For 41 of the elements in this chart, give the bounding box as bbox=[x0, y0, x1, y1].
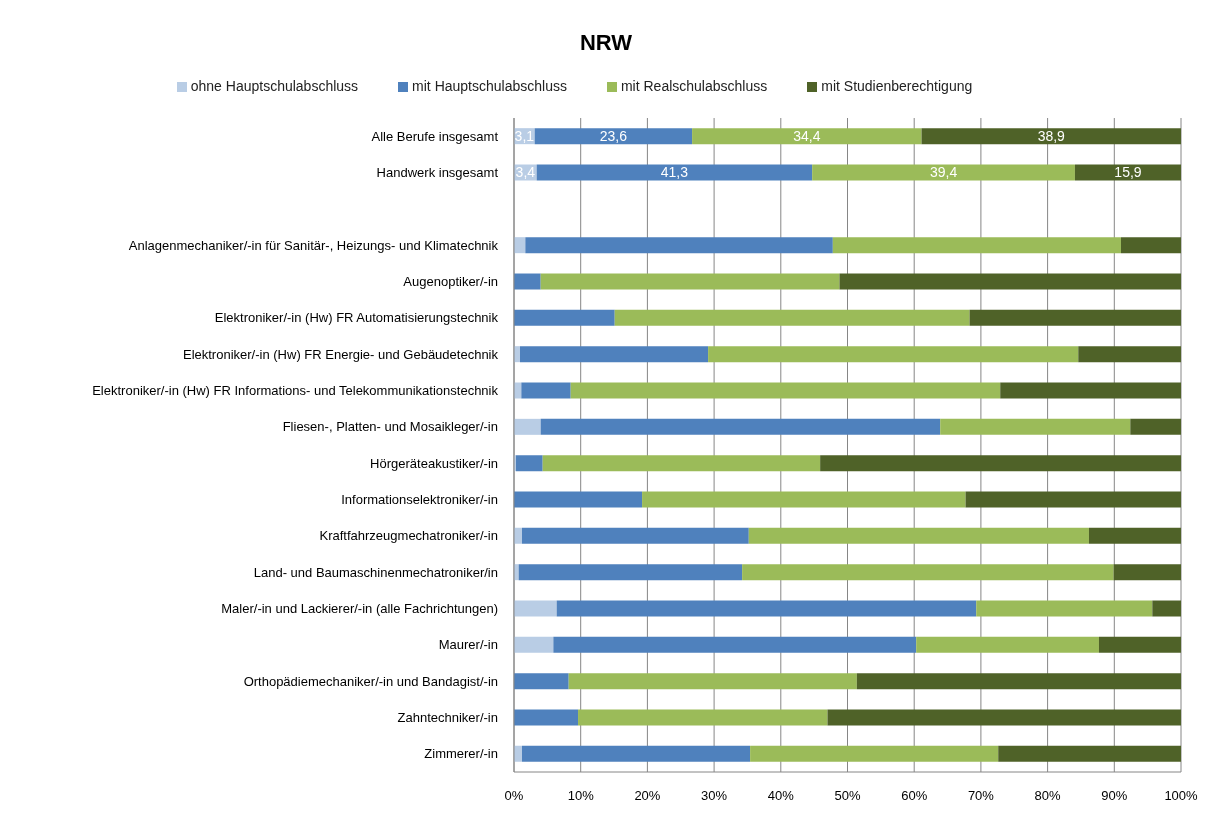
x-tick-label: 70% bbox=[967, 788, 995, 804]
legend-label: mit Hauptschulabschluss bbox=[412, 78, 567, 94]
y-tick-label: Informationselektroniker/-in bbox=[341, 492, 498, 508]
x-tick-label: 60% bbox=[901, 788, 928, 804]
legend-label: mit Realschulabschluss bbox=[620, 78, 768, 94]
data-label: 34,4 bbox=[793, 128, 821, 145]
y-tick-label: Alle Berufe insgesamt bbox=[371, 128, 499, 144]
data-label: 15,9 bbox=[1114, 164, 1142, 181]
y-tick-label: Handwerk insgesamt bbox=[376, 165, 499, 181]
y-tick-label: Hörgeräteakustiker/-in bbox=[370, 455, 498, 471]
y-tick-label: Augenoptiker/-in bbox=[403, 274, 498, 290]
y-tick-label: Orthopädiemechaniker/-in und Bandagist/-in bbox=[243, 673, 498, 689]
y-tick-label: Elektroniker/-in (Hw) FR Informations- und Telekommunikationstechnik bbox=[92, 383, 499, 399]
y-tick-label: Kraftfahrzeugmechatroniker/-in bbox=[319, 528, 498, 544]
y-tick-label: Fliesen-, Platten- und Mosaikleger/-in bbox=[282, 419, 498, 435]
y-tick-label: Elektroniker/-in (Hw) FR Automatisierungstechnik bbox=[214, 310, 499, 326]
y-tick-label: Anlagenmechaniker/-in für Sanitär-, Heizungs- und Klimatechnik bbox=[128, 237, 499, 253]
x-tick-label: 20% bbox=[634, 788, 661, 804]
y-tick-label: Elektroniker/-in (Hw) FR Energie- und Gebäudetechnik bbox=[182, 346, 499, 362]
data-label: 41,3 bbox=[660, 164, 689, 181]
x-tick-label: 0% bbox=[504, 788, 524, 804]
data-label: 3,4 bbox=[515, 164, 536, 181]
y-tick-label: Maurer/-in bbox=[438, 637, 498, 653]
chart-title: NRW bbox=[579, 30, 633, 56]
x-tick-label: 50% bbox=[834, 788, 861, 804]
data-label: 39,4 bbox=[929, 164, 958, 181]
x-tick-label: 100% bbox=[1164, 788, 1199, 804]
y-tick-label: Maler/-in und Lackierer/-in (alle Fachrichtungen) bbox=[221, 601, 498, 617]
data-label: 23,6 bbox=[599, 128, 628, 145]
y-tick-label: Zahntechniker/-in bbox=[397, 710, 498, 726]
x-tick-label: 90% bbox=[1101, 788, 1128, 804]
x-tick-label: 30% bbox=[701, 788, 728, 804]
data-label: 3,1 bbox=[514, 128, 535, 145]
legend-label: ohne Hauptschulabschluss bbox=[190, 78, 359, 94]
x-tick-label: 40% bbox=[767, 788, 795, 804]
legend-label: mit Studienberechtigung bbox=[821, 78, 973, 94]
x-tick-label: 80% bbox=[1034, 788, 1062, 804]
x-tick-label: 10% bbox=[567, 788, 595, 804]
data-label: 38,9 bbox=[1037, 128, 1066, 145]
y-tick-label: Zimmerer/-in bbox=[424, 746, 498, 762]
y-tick-label: Land- und Baumaschinenmechatroniker/in bbox=[253, 564, 498, 580]
